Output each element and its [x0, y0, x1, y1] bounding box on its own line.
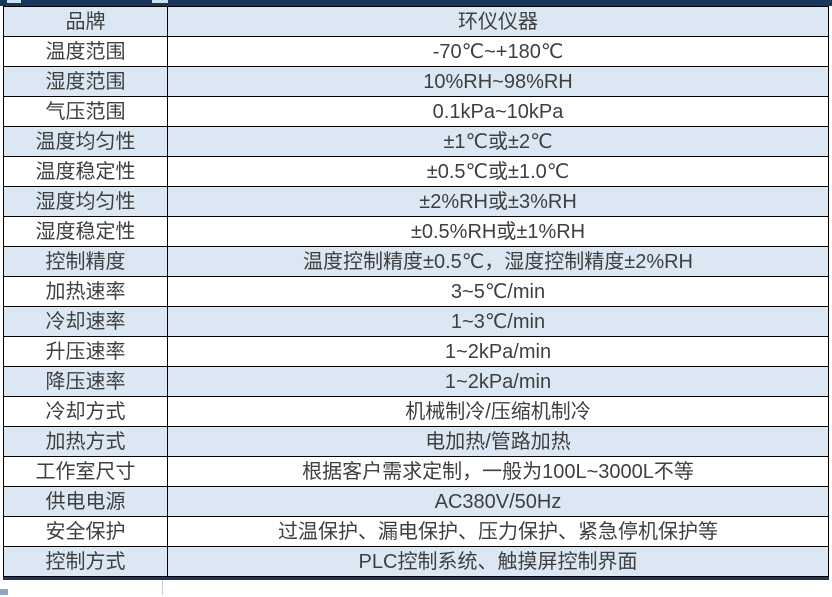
spec-row-cooling-rate: 冷却速率 1~3℃/min [3, 306, 829, 337]
spec-label-cell: 控制精度 [3, 246, 168, 277]
spec-label-cell: 供电电源 [3, 486, 168, 517]
spec-row-pressurize-rate: 升压速率 1~2kPa/min [3, 336, 829, 367]
spec-value-cell: 温度控制精度±0.5℃，湿度控制精度±2%RH [167, 246, 829, 277]
spec-value-cell: 3~5℃/min [167, 276, 829, 307]
spec-value-cell: 1~2kPa/min [167, 366, 829, 397]
spec-row-humidity-range: 湿度范围 10%RH~98%RH [3, 66, 829, 97]
spec-label-cell: 温度均匀性 [3, 126, 168, 157]
spec-label-cell: 加热速率 [3, 276, 168, 307]
spec-label-cell: 工作室尺寸 [3, 456, 168, 487]
spec-row-depressurize-rate: 降压速率 1~2kPa/min [3, 366, 829, 397]
spec-row-humidity-uniformity: 湿度均匀性 ±2%RH或±3%RH [3, 186, 829, 217]
spec-label-cell: 冷却速率 [3, 306, 168, 337]
spec-row-cooling-method: 冷却方式 机械制冷/压缩机制冷 [3, 396, 829, 427]
spec-value-cell: 机械制冷/压缩机制冷 [167, 396, 829, 427]
bottom-border-strip [3, 577, 829, 580]
spec-value-cell: AC380V/50Hz [167, 486, 829, 517]
spec-value-cell: 环仪仪器 [167, 6, 829, 37]
spec-label-cell: 升压速率 [3, 336, 168, 367]
spec-label-cell: 冷却方式 [3, 396, 168, 427]
spec-label-cell: 湿度范围 [3, 66, 168, 97]
spec-value-cell: 过温保护、漏电保护、压力保护、紧急停机保护等 [167, 516, 829, 547]
spec-value-cell: ±1℃或±2℃ [167, 126, 829, 157]
spec-label-cell: 湿度稳定性 [3, 216, 168, 247]
spec-row-chamber-size: 工作室尺寸 根据客户需求定制，一般为100L~3000L不等 [3, 456, 829, 487]
spec-row-power-supply: 供电电源 AC380V/50Hz [3, 486, 829, 517]
spec-row-temp-uniformity: 温度均匀性 ±1℃或±2℃ [3, 126, 829, 157]
bottom-left-mark [0, 589, 8, 595]
below-table-area [0, 580, 832, 595]
spec-value-cell: PLC控制系统、触摸屏控制界面 [167, 546, 829, 577]
spec-value-cell: 10%RH~98%RH [167, 66, 829, 97]
spec-row-temp-range: 温度范围 -70℃~+180℃ [3, 36, 829, 67]
spec-label-cell: 加热方式 [3, 426, 168, 457]
spec-value-cell: 0.1kPa~10kPa [167, 96, 829, 127]
top-banner-strip [0, 0, 832, 6]
spec-row-heating-method: 加热方式 电加热/管路加热 [3, 426, 829, 457]
spec-label-cell: 降压速率 [3, 366, 168, 397]
spec-row-heating-rate: 加热速率 3~5℃/min [3, 276, 829, 307]
spec-row-pressure-range: 气压范围 0.1kPa~10kPa [3, 96, 829, 127]
spec-value-cell: 1~3℃/min [167, 306, 829, 337]
spec-row-brand: 品牌 环仪仪器 [3, 6, 829, 37]
banner-notch [152, 0, 168, 3]
spec-value-cell: 电加热/管路加热 [167, 426, 829, 457]
spec-value-cell: 根据客户需求定制，一般为100L~3000L不等 [167, 456, 829, 487]
spec-label-cell: 气压范围 [3, 96, 168, 127]
spec-value-cell: ±0.5%RH或±1%RH [167, 216, 829, 247]
spec-row-safety-protection: 安全保护 过温保护、漏电保护、压力保护、紧急停机保护等 [3, 516, 829, 547]
spec-row-humidity-stability: 湿度稳定性 ±0.5%RH或±1%RH [3, 216, 829, 247]
spec-label-cell: 温度范围 [3, 36, 168, 67]
spec-value-cell: -70℃~+180℃ [167, 36, 829, 67]
spec-label-cell: 湿度均匀性 [3, 186, 168, 217]
spec-label-cell: 温度稳定性 [3, 156, 168, 187]
spec-table: 品牌 环仪仪器 温度范围 -70℃~+180℃ 湿度范围 10%RH~98%RH… [3, 6, 829, 577]
spec-label-cell: 品牌 [3, 6, 168, 37]
spec-row-control-accuracy: 控制精度 温度控制精度±0.5℃，湿度控制精度±2%RH [3, 246, 829, 277]
spec-value-cell: ±2%RH或±3%RH [167, 186, 829, 217]
spec-value-cell: ±0.5℃或±1.0℃ [167, 156, 829, 187]
column-gridline [162, 580, 163, 595]
spec-label-cell: 控制方式 [3, 546, 168, 577]
spec-label-cell: 安全保护 [3, 516, 168, 547]
spec-value-cell: 1~2kPa/min [167, 336, 829, 367]
spec-row-control-method: 控制方式 PLC控制系统、触摸屏控制界面 [3, 546, 829, 577]
banner-notch [7, 0, 21, 3]
spec-row-temp-stability: 温度稳定性 ±0.5℃或±1.0℃ [3, 156, 829, 187]
